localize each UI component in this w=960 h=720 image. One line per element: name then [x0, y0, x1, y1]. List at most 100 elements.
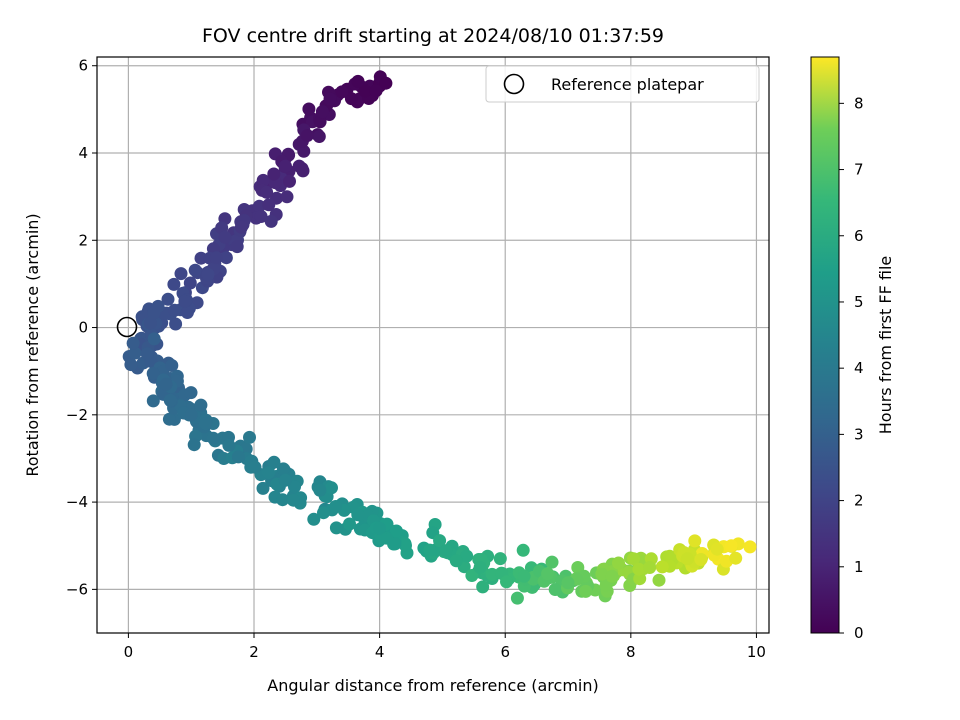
data-point: [729, 551, 743, 565]
data-point: [423, 543, 437, 557]
data-point: [256, 173, 270, 187]
data-point: [243, 430, 256, 444]
colorbar-label: Hours from first FF file: [876, 256, 895, 435]
y-tick-label: 6: [78, 57, 88, 75]
data-point: [517, 569, 531, 583]
colorbar-tick-label: 8: [854, 94, 864, 112]
data-point: [300, 129, 314, 142]
colorbar-tick-label: 0: [854, 624, 864, 642]
data-point: [313, 483, 327, 497]
data-point: [493, 552, 507, 566]
y-tick-label: 0: [78, 319, 88, 337]
data-point: [694, 553, 708, 566]
x-tick-label: 2: [249, 643, 259, 661]
data-point: [344, 92, 358, 106]
data-point: [124, 358, 138, 372]
data-point: [280, 190, 294, 204]
x-axis-ticks: 0 2 4 6 8 10: [124, 633, 766, 661]
data-point: [465, 569, 479, 582]
colorbar-tick-label: 3: [854, 425, 864, 443]
data-point: [710, 542, 724, 556]
legend-box: [485, 65, 760, 103]
y-tick-label: 2: [78, 231, 88, 249]
data-point: [655, 560, 669, 574]
data-point: [500, 575, 513, 589]
legend-entry-reference: Reference platepar: [551, 75, 704, 94]
data-point: [169, 317, 183, 331]
data-point: [206, 431, 220, 445]
data-point: [267, 167, 281, 181]
data-point: [312, 130, 326, 143]
data-point: [449, 554, 463, 568]
data-point: [485, 567, 499, 581]
data-point: [325, 481, 338, 495]
data-point: [329, 500, 343, 513]
colorbar-tick-label: 4: [854, 359, 864, 377]
data-point: [541, 567, 555, 581]
data-point: [373, 521, 387, 535]
data-point: [167, 277, 181, 291]
data-point: [187, 438, 201, 452]
data-point: [379, 76, 393, 90]
data-point: [399, 539, 412, 552]
y-tick-label: −2: [66, 406, 88, 424]
data-point: [633, 572, 647, 586]
data-point: [317, 506, 330, 520]
data-point: [199, 417, 213, 431]
data-point: [146, 367, 160, 380]
colorbar: 0 1 2 3 4 5 6 7 8 Hours from first FF file: [810, 56, 895, 642]
data-point: [460, 549, 474, 563]
data-point: [278, 159, 292, 173]
data-point: [128, 346, 142, 360]
data-point: [151, 299, 165, 313]
data-point: [278, 473, 292, 487]
colorbar-tick-label: 2: [854, 492, 864, 510]
y-axis-ticks: −6 −4 −2 0 2 4 6: [66, 57, 97, 598]
data-point: [140, 347, 154, 361]
x-axis-label: Angular distance from reference (arcmin): [267, 676, 598, 695]
plot-frame: [96, 56, 770, 634]
data-point: [433, 534, 447, 548]
data-point: [254, 210, 268, 223]
colorbar-tick-label: 7: [854, 161, 864, 179]
chart-title: FOV centre drift starting at 2024/08/10 …: [202, 25, 664, 47]
legend-marker: [503, 73, 525, 95]
data-point: [183, 276, 197, 290]
data-point: [256, 481, 270, 495]
data-point: [161, 292, 175, 306]
data-point: [147, 332, 161, 346]
data-point: [680, 552, 694, 566]
data-point: [218, 230, 232, 244]
data-point: [605, 569, 619, 583]
data-point: [296, 164, 310, 178]
colorbar-tick-label: 6: [854, 227, 864, 245]
data-point: [184, 386, 198, 400]
data-point: [510, 591, 524, 605]
data-point: [222, 438, 236, 452]
data-point: [313, 115, 327, 129]
data-point: [283, 174, 296, 188]
data-point: [724, 539, 738, 553]
data-point: [163, 393, 177, 407]
data-point: [194, 251, 208, 265]
data-point: [194, 398, 208, 412]
data-point: [231, 450, 245, 464]
data-point: [627, 552, 640, 566]
data-point: [351, 508, 365, 522]
data-point: [264, 214, 278, 228]
data-point: [286, 493, 300, 507]
data-point: [178, 294, 192, 308]
data-point: [276, 462, 290, 476]
data-point: [595, 567, 609, 581]
x-tick-label: 0: [124, 643, 134, 661]
data-point: [302, 102, 316, 116]
data-point: [545, 555, 559, 569]
data-point: [439, 544, 453, 558]
colorbar-ticks: 0 1 2 3 4 5 6 7 8: [839, 94, 864, 642]
data-point: [688, 534, 702, 548]
x-tick-label: 8: [626, 643, 636, 661]
data-point: [262, 198, 276, 212]
data-point: [143, 316, 157, 330]
data-point: [159, 377, 173, 391]
